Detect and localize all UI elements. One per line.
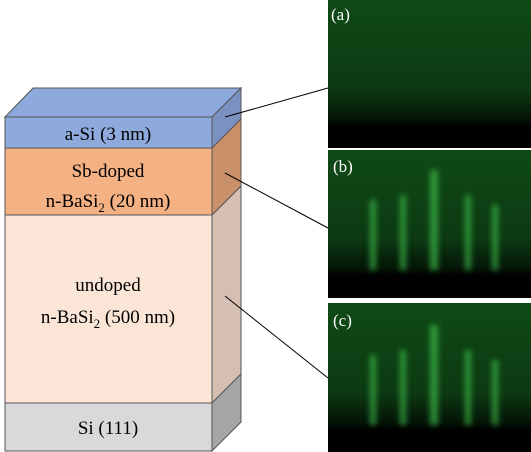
label-text: undoped [75, 275, 141, 296]
figure: a-Si (3 nm) Sb-doped n-BaSi2 (20 nm) und… [0, 0, 531, 452]
layer-label: undoped [75, 275, 141, 296]
layer-label: a-Si (3 nm) [65, 124, 152, 145]
side-face [212, 186, 241, 403]
rheed-image [328, 0, 531, 148]
panel-label: (b) [333, 157, 353, 176]
label-text: (20 nm) [105, 191, 170, 212]
label-text: Si (111) [78, 418, 138, 439]
layer-stack: a-Si (3 nm) Sb-doped n-BaSi2 (20 nm) und… [5, 88, 241, 451]
panel-c: (c) [328, 303, 531, 452]
label-text: n-BaSi [46, 191, 99, 212]
layer-label: n-BaSi2 (500 nm) [41, 307, 175, 331]
top-face [5, 88, 241, 117]
panel-label: (a) [331, 5, 350, 24]
layer-label: n-BaSi2 (20 nm) [46, 191, 171, 215]
rheed-image [328, 150, 531, 298]
rheed-image [328, 303, 531, 452]
panel-b: (b) [328, 150, 531, 298]
label-text: Sb-doped [72, 161, 145, 182]
label-text: n-BaSi [41, 307, 94, 328]
label-text: a-Si (3 nm) [65, 124, 152, 145]
panel-a: (a) [328, 0, 531, 148]
panel-label: (c) [333, 311, 352, 330]
layer-label: Si (111) [78, 418, 138, 439]
layer-label: Sb-doped [72, 161, 145, 182]
label-text: (500 nm) [100, 307, 175, 328]
